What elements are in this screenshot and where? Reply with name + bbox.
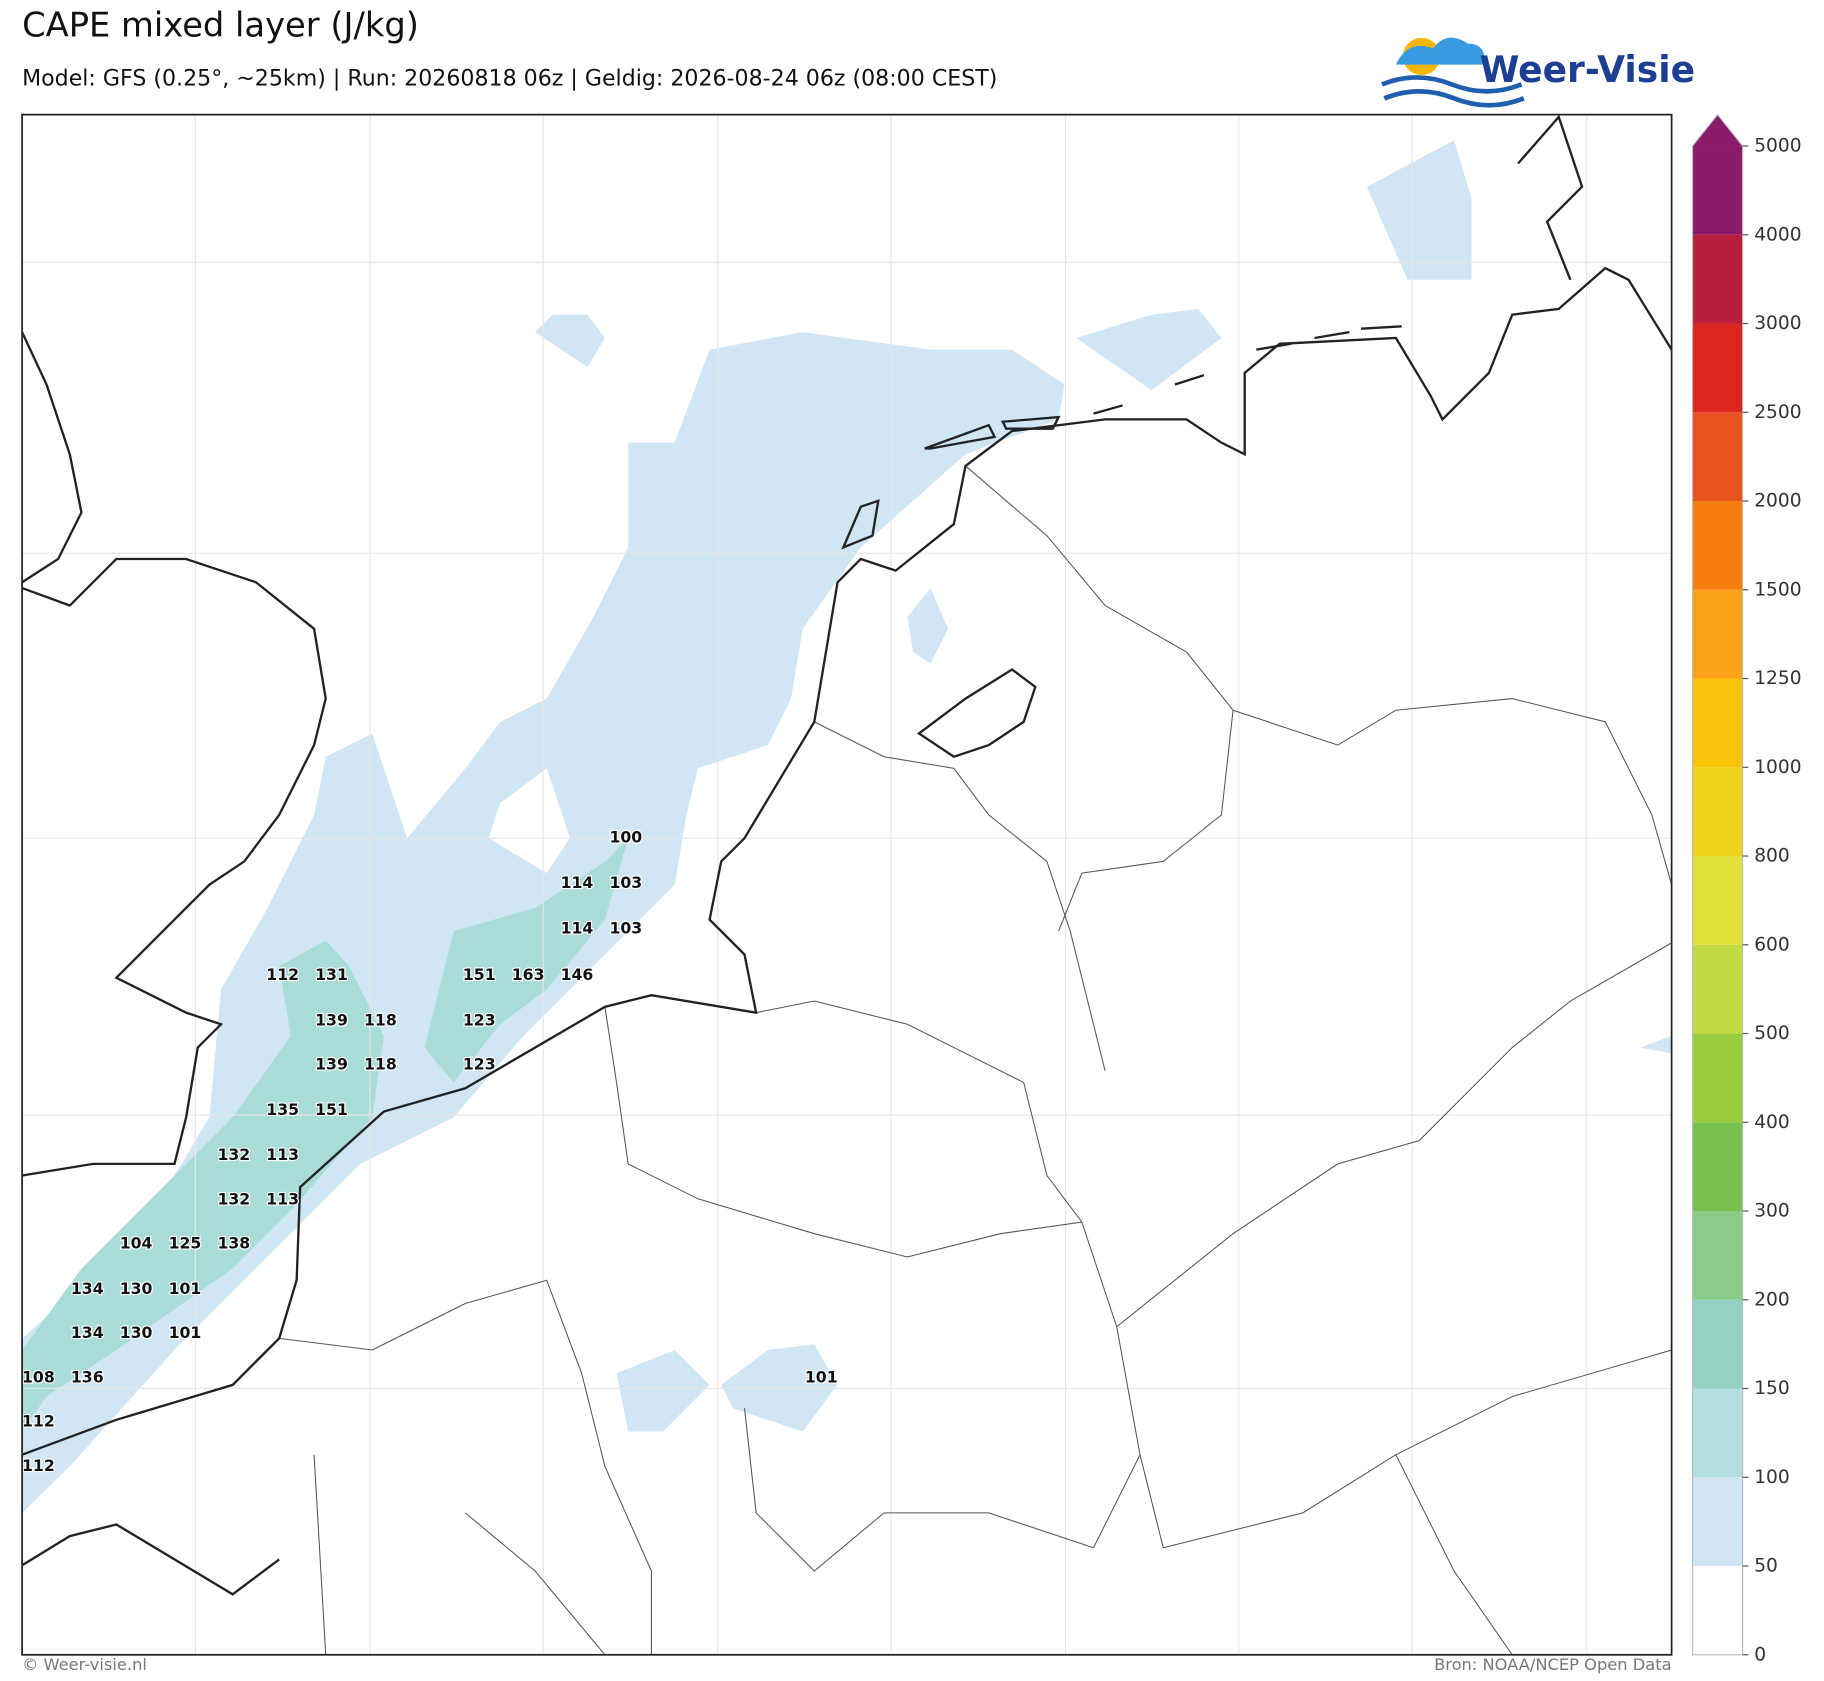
grid-value: 130	[120, 1279, 153, 1298]
colorbar-band	[1692, 944, 1743, 1034]
colorbar-label: 200	[1754, 1289, 1790, 1310]
colorbar-label: 500	[1754, 1023, 1790, 1044]
colorbar-label: 0	[1754, 1644, 1766, 1665]
colorbar-label: 1000	[1754, 757, 1801, 778]
grid-value: 118	[364, 1055, 397, 1074]
grid-value: 103	[609, 918, 642, 937]
grid-value: 139	[315, 1055, 348, 1074]
colorbar-band	[1692, 412, 1743, 502]
grid-value: 139	[315, 1010, 348, 1029]
colorbar-label: 2500	[1754, 402, 1801, 423]
footer-right: Bron: NOAA/NCEP Open Data	[1434, 1655, 1672, 1674]
colorbar-label: 600	[1754, 934, 1790, 955]
grid-value: 101	[169, 1323, 202, 1342]
grid-value: 112	[22, 1456, 55, 1475]
grid-values: 100 114 103 114 103 112 131 151 163 146 139 118 123 1…	[21, 827, 839, 1476]
grid-value: 114	[561, 918, 594, 937]
borders	[279, 465, 1673, 1656]
grid-value: 112	[22, 1412, 55, 1431]
grid-value: 118	[364, 1010, 397, 1029]
colorbar-label: 2000	[1754, 491, 1801, 512]
colorbar-band	[1692, 589, 1743, 679]
area-100	[22, 838, 629, 1432]
grid-value: 114	[561, 873, 594, 892]
grid-value: 132	[217, 1189, 250, 1208]
area-gap	[488, 768, 570, 874]
grid-value: 108	[22, 1367, 55, 1386]
colorbar-band	[1692, 1211, 1743, 1300]
grid-value: 103	[609, 873, 642, 892]
map: 100 114 103 114 103 112 131 151 163 146 139 118 123 1…	[21, 113, 1673, 1656]
grid-value: 100	[609, 828, 642, 847]
colorbar: 0 50 100 150 200 300 400 500 600 800 1000 1250 1500 2…	[1691, 113, 1802, 1665]
colorbar-band	[1692, 501, 1743, 590]
colorbar-label: 400	[1754, 1112, 1790, 1133]
grid-value: 163	[512, 965, 545, 984]
map-frame	[21, 113, 1673, 1656]
colorbar-label: 5000	[1754, 136, 1801, 157]
grid-value: 134	[71, 1323, 104, 1342]
grid-value: 123	[463, 1055, 496, 1074]
colorbar-band	[1692, 678, 1743, 768]
grid-value: 113	[266, 1189, 299, 1208]
grid-value: 130	[120, 1323, 153, 1342]
colorbar-label: 800	[1754, 846, 1790, 867]
colorbar-label: 3000	[1754, 313, 1801, 334]
colorbar-band	[1692, 1033, 1743, 1123]
grid-value: 131	[315, 965, 348, 984]
footer-left: © Weer-visie.nl	[22, 1655, 147, 1674]
grid-value: 113	[266, 1145, 299, 1164]
colorbar-outline	[1691, 113, 1744, 1656]
colorbar-label: 50	[1754, 1556, 1778, 1577]
colorbar-band	[1692, 234, 1743, 324]
colorbar-band	[1692, 1122, 1743, 1212]
grid-value: 104	[120, 1234, 153, 1253]
logo-cloud	[1395, 37, 1485, 65]
colorbar-label: 4000	[1754, 224, 1801, 245]
colorbar-extend	[1692, 114, 1743, 147]
grid-value: 151	[463, 965, 496, 984]
grid-value: 151	[315, 1100, 348, 1119]
logo-text: Weer-Visie	[1480, 49, 1695, 91]
grid-value: 101	[805, 1367, 838, 1386]
grid-value: 135	[266, 1100, 299, 1119]
map-subtitle: Model: GFS (0.25°, ~25km) | Run: 2026081…	[22, 66, 997, 92]
grid-value: 136	[71, 1367, 104, 1386]
grid-value: 146	[561, 965, 594, 984]
logo-waves	[1381, 75, 1525, 108]
colorbar-band	[1692, 323, 1743, 413]
colorbar-label: 300	[1754, 1201, 1790, 1222]
colorbar-band	[1692, 856, 1743, 945]
colorbar-label: 150	[1754, 1378, 1790, 1399]
grid-value: 138	[217, 1234, 250, 1253]
colorbar-band	[1692, 1388, 1743, 1478]
colorbar-label: 1250	[1754, 668, 1801, 689]
colorbar-band	[1692, 146, 1743, 235]
colorbar-band	[1692, 767, 1743, 857]
grid-value: 112	[266, 965, 299, 984]
colorbar-label: 1500	[1754, 579, 1801, 600]
grid-value: 125	[169, 1234, 202, 1253]
colorbar-band	[1692, 1299, 1743, 1389]
colorbar-label: 100	[1754, 1467, 1790, 1488]
grid-value: 123	[463, 1010, 496, 1029]
grid-value: 132	[217, 1145, 250, 1164]
grid-value: 101	[169, 1279, 202, 1298]
map-title: CAPE mixed layer (J/kg)	[22, 6, 419, 45]
coastlines	[21, 114, 1673, 1596]
colorbar-band	[1692, 1566, 1743, 1655]
logo: Weer-Visie	[1381, 37, 1695, 108]
grid-value: 134	[71, 1279, 104, 1298]
colorbar-band	[1692, 1477, 1743, 1567]
